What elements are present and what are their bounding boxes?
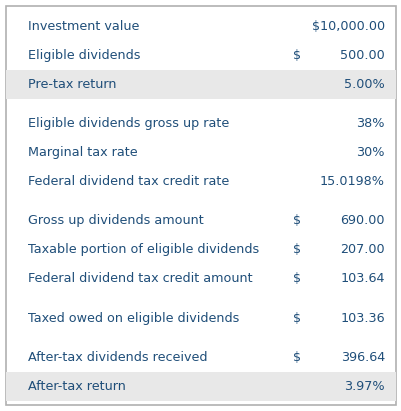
Text: $10,000.00: $10,000.00 <box>311 20 384 33</box>
Text: 500.00: 500.00 <box>339 49 384 62</box>
Text: 103.64: 103.64 <box>340 272 384 285</box>
Text: $: $ <box>292 243 300 256</box>
Text: After-tax dividends received: After-tax dividends received <box>28 351 207 364</box>
Text: $: $ <box>292 312 300 325</box>
FancyBboxPatch shape <box>6 6 395 405</box>
Text: Taxed owed on eligible dividends: Taxed owed on eligible dividends <box>28 312 239 325</box>
Text: Gross up dividends amount: Gross up dividends amount <box>28 215 203 227</box>
Text: $: $ <box>292 272 300 285</box>
Text: Federal dividend tax credit amount: Federal dividend tax credit amount <box>28 272 252 285</box>
Text: After-tax return: After-tax return <box>28 380 126 393</box>
Text: Investment value: Investment value <box>28 20 139 33</box>
Text: Eligible dividends gross up rate: Eligible dividends gross up rate <box>28 117 229 130</box>
Text: $: $ <box>292 215 300 227</box>
Text: Eligible dividends: Eligible dividends <box>28 49 140 62</box>
Text: $: $ <box>292 351 300 364</box>
Text: 38%: 38% <box>356 117 384 130</box>
Text: 3.97%: 3.97% <box>344 380 384 393</box>
Text: Pre-tax return: Pre-tax return <box>28 78 116 91</box>
Text: 396.64: 396.64 <box>340 351 384 364</box>
Text: Taxable portion of eligible dividends: Taxable portion of eligible dividends <box>28 243 259 256</box>
Text: 5.00%: 5.00% <box>343 78 384 91</box>
Bar <box>6 372 395 401</box>
Text: 15.0198%: 15.0198% <box>319 175 384 188</box>
Bar <box>6 70 395 99</box>
Text: $: $ <box>292 49 300 62</box>
Text: 30%: 30% <box>356 146 384 159</box>
Text: Federal dividend tax credit rate: Federal dividend tax credit rate <box>28 175 229 188</box>
Text: Marginal tax rate: Marginal tax rate <box>28 146 137 159</box>
Text: 690.00: 690.00 <box>340 215 384 227</box>
Text: 103.36: 103.36 <box>340 312 384 325</box>
Text: 207.00: 207.00 <box>340 243 384 256</box>
